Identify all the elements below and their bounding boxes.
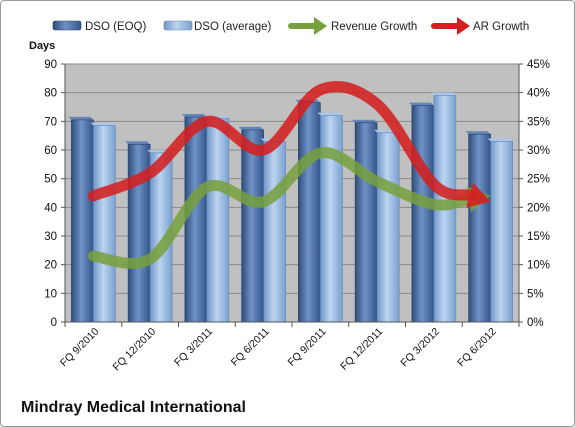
bar-top [238, 126, 264, 130]
y2-tick-label: 0% [527, 317, 544, 329]
y-tick-label: 50 [44, 174, 57, 186]
y2-tick-label: 35% [527, 116, 550, 128]
bar-top [181, 114, 207, 118]
x-category-label: FQ 6/2011 [229, 326, 272, 369]
y-tick-label: 70 [44, 116, 57, 128]
bar-dso-eoq [468, 133, 491, 323]
y-tick-label: 10 [44, 288, 57, 300]
y-tick-label: 40 [44, 202, 57, 214]
x-category-label: FQ 12/2010 [111, 326, 159, 374]
bar-top [125, 141, 151, 145]
bar-dso-eoq [298, 102, 321, 323]
bar-dso-eoq [354, 122, 378, 323]
legend-swatch [52, 20, 82, 31]
y2-tick-label: 25% [527, 174, 550, 186]
bar-top [90, 122, 116, 126]
bar-dso-eoq [184, 116, 208, 323]
bar-top [430, 92, 456, 96]
bar-top [317, 112, 343, 116]
arrowhead-ar-growth [465, 182, 491, 208]
y2-tick-label: 5% [527, 288, 544, 300]
legend-swatch [163, 20, 193, 31]
bar-dso-average [376, 132, 400, 323]
bar-dso-eoq [411, 105, 435, 323]
growth-lines [87, 81, 491, 269]
legend-label: DSO (EOQ) [85, 21, 147, 33]
bar-dso-average [490, 141, 513, 323]
y-tick-label: 0 [51, 317, 57, 329]
bar-dso-average [320, 115, 343, 323]
y-tick-label: 20 [44, 260, 57, 272]
bar-top [352, 119, 378, 123]
x-category-label: FQ 12/2011 [338, 326, 385, 373]
bar-top [487, 138, 513, 142]
legend-arrow-icon [457, 17, 470, 35]
y-axis-title: Days [29, 40, 55, 52]
bar-dso-average [206, 118, 230, 323]
y2-tick-label: 45% [527, 59, 550, 71]
bar-top [68, 116, 94, 120]
x-category-label: FQ 3/2011 [172, 326, 215, 369]
chart-footer-title: Mindray Medical International [21, 399, 246, 416]
legend-label: AR Growth [473, 21, 529, 33]
y-tick-label: 30 [44, 231, 57, 243]
line-ar-growth [87, 81, 476, 202]
x-category-label: FQ 9/2010 [58, 326, 102, 370]
bar-dso-average [93, 125, 116, 323]
x-category-label: FQ 3/2012 [398, 326, 442, 370]
legend-label: Revenue Growth [331, 21, 417, 33]
y-tick-label: 60 [44, 145, 57, 157]
bar-dso-eoq [241, 129, 264, 323]
y2-tick-label: 40% [527, 88, 550, 100]
legend: DSO (EOQ) DSO (average) Revenue Growth AR G… [52, 17, 529, 35]
y-tick-label: 90 [44, 59, 57, 71]
x-category-label: FQ 9/2011 [285, 326, 328, 369]
y-tick-label: 80 [44, 88, 57, 100]
y2-tick-label: 30% [527, 145, 550, 157]
x-category-label: FQ 6/2012 [455, 326, 499, 370]
legend-label: DSO (average) [194, 21, 272, 33]
y2-tick-label: 10% [527, 260, 550, 272]
bar-top [465, 131, 491, 135]
bar-dso-average [263, 141, 286, 323]
y2-tick-label: 20% [527, 202, 550, 214]
bar-top [408, 102, 434, 106]
bar-dso-eoq [71, 119, 94, 323]
y2-tick-label: 15% [527, 231, 550, 243]
legend-arrow-icon [314, 17, 327, 35]
line-revenue-growth [87, 147, 475, 269]
